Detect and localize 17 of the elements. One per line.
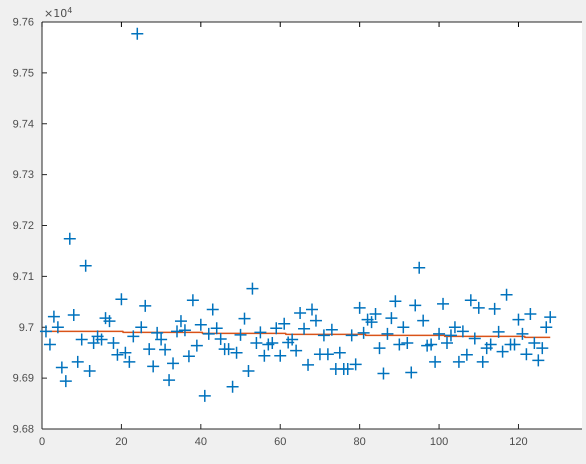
y-tick-label: 9.76 [12, 16, 34, 29]
x-tick-label: 20 [115, 436, 128, 448]
x-tick-label: 120 [509, 436, 528, 448]
y-tick-label: 9.7 [18, 322, 34, 334]
x-tick-label: 60 [274, 436, 286, 448]
y-tick-label: 9.74 [12, 118, 34, 130]
x-tick-label: 40 [194, 436, 207, 448]
y-tick-label: 9.71 [12, 270, 34, 283]
y-tick-label: 9.73 [12, 169, 34, 182]
y-tick-label: 9.75 [12, 67, 34, 80]
text: ×10$^{4}$ [44, 6, 72, 20]
x-tick-label: 100 [430, 436, 448, 448]
y-tick-label: 9.72 [12, 220, 34, 232]
x-tick-label: 80 [354, 436, 366, 448]
y-tick-label: 9.69 [12, 372, 34, 385]
y-tick-label: 9.68 [12, 424, 34, 436]
x-tick-label: 0 [38, 436, 46, 448]
